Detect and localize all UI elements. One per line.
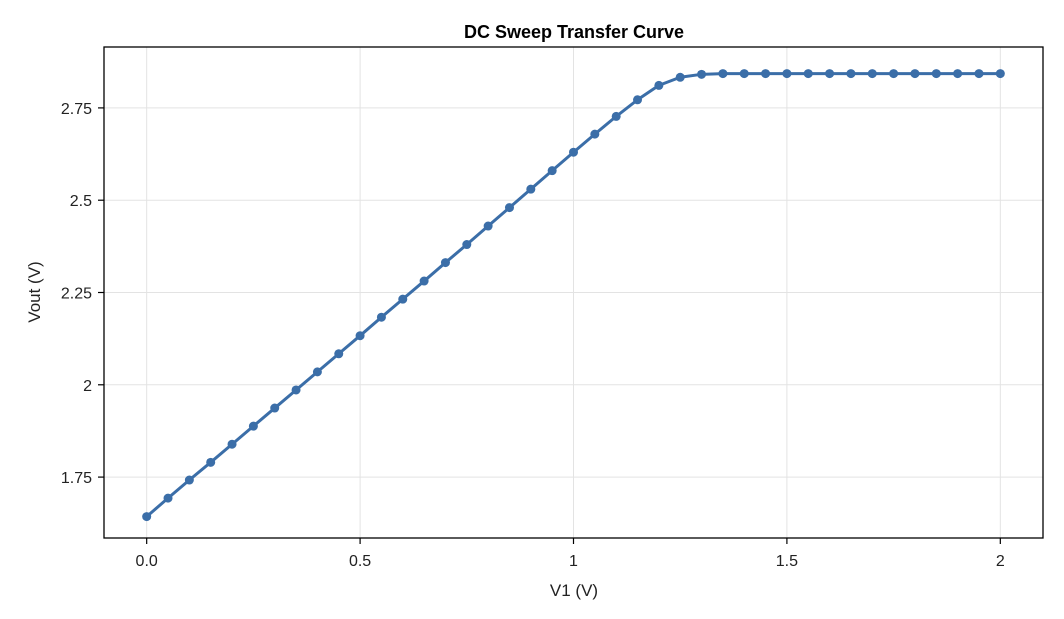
data-point [483, 221, 493, 231]
data-point [739, 69, 749, 79]
gridlines [104, 47, 1043, 538]
data-point [803, 69, 813, 79]
data-point [462, 240, 472, 250]
data-point [355, 331, 365, 341]
y-tick-label: 2 [83, 378, 92, 395]
data-point [825, 69, 835, 79]
data-point [611, 111, 621, 121]
series-line-group [142, 69, 1005, 522]
data-point [334, 349, 344, 359]
data-point [995, 69, 1005, 79]
data-point [270, 403, 280, 413]
data-point [718, 69, 728, 79]
data-point [376, 312, 386, 322]
data-point [398, 294, 408, 304]
y-axis-label: Vout (V) [25, 261, 44, 322]
data-point [227, 439, 237, 449]
data-point [910, 69, 920, 79]
data-point [953, 69, 963, 79]
data-point [654, 80, 664, 90]
y-tick-label: 1.75 [61, 470, 92, 487]
chart-title: DC Sweep Transfer Curve [464, 22, 684, 42]
data-point [248, 421, 258, 431]
y-tick-label: 2.75 [61, 101, 92, 118]
data-point [633, 95, 643, 105]
x-axis-label: V1 (V) [550, 581, 598, 600]
x-tick-label: 0.0 [136, 553, 158, 570]
data-point [974, 69, 984, 79]
data-point [547, 166, 557, 176]
data-point [761, 69, 771, 79]
data-point [142, 512, 152, 522]
axis-ticks: 0.0 0.5 1 1.5 2 1.75 2 2.25 2.5 2.75 [61, 101, 1005, 570]
data-point [697, 69, 707, 79]
data-point [782, 69, 792, 79]
data-point [419, 276, 429, 286]
data-point [206, 457, 216, 467]
data-point [889, 69, 899, 79]
data-point [867, 69, 877, 79]
data-point [931, 69, 941, 79]
data-point [590, 129, 600, 139]
x-tick-label: 1 [569, 553, 578, 570]
data-point [184, 475, 194, 485]
data-point [569, 147, 578, 157]
y-tick-label: 2.25 [61, 286, 92, 303]
data-point [504, 203, 514, 213]
data-point [526, 184, 536, 194]
data-point [846, 69, 856, 79]
data-point [163, 493, 173, 503]
data-point [675, 72, 685, 82]
data-point [312, 367, 322, 377]
y-tick-label: 2.5 [70, 193, 92, 210]
data-point [440, 258, 450, 268]
x-tick-label: 1.5 [776, 553, 798, 570]
x-tick-label: 0.5 [349, 553, 371, 570]
data-point [291, 385, 301, 395]
x-tick-label: 2 [996, 553, 1005, 570]
